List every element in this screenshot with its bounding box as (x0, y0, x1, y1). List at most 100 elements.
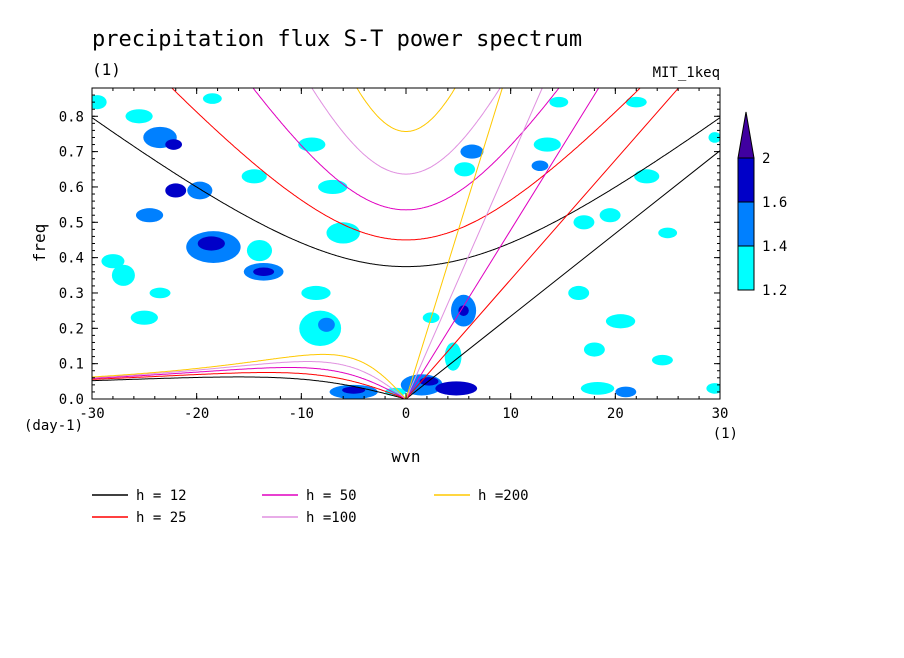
plot-frame (91, 87, 721, 400)
x-axis: -30 -20 -10 0 10 20 30 (79, 88, 728, 422)
y-axis-label: freq (30, 224, 49, 263)
y-axis: 0.0 0.1 0.2 0.3 0.4 0.5 0.6 0.7 0.8 (59, 87, 720, 408)
legend-label-h100: h =100 (306, 510, 357, 526)
contour-blob-0 (92, 95, 107, 110)
y-tick-label: 0.8 (59, 109, 84, 125)
colorbar-top-triangle (737, 111, 755, 159)
dispersion-rossby-h25 (92, 372, 407, 399)
contour-fill-layer (92, 93, 720, 399)
x-tick-label: 10 (502, 406, 519, 422)
contour-blob-38 (549, 96, 569, 108)
colorbar: 1.2 1.4 1.6 2 (737, 111, 787, 299)
contour-blob-36 (533, 137, 561, 152)
legend-label-h12: h = 12 (136, 488, 187, 504)
dispersion-kelvin-h50 (405, 88, 600, 399)
dispersion-rossby-h200 (92, 353, 407, 399)
contour-blob-33 (458, 305, 469, 316)
contour-blob-14 (111, 264, 135, 286)
contour-blob-27 (400, 374, 443, 396)
contour-blob-46 (605, 314, 636, 329)
contour-blob-49 (580, 382, 615, 395)
contour-blob-5 (187, 181, 213, 200)
dispersion-kelvin-h12 (405, 150, 720, 399)
y-tick-label: 0.2 (59, 321, 84, 337)
legend: h = 12 h = 25 h = 50 h =100 h =200 (92, 488, 529, 526)
contour-blob-30 (460, 144, 484, 159)
x-tick-label: 0 (402, 406, 410, 422)
colorbar-label: 1.4 (762, 239, 787, 255)
contour-blob-47 (583, 342, 605, 357)
y-tick-label: 0.6 (59, 180, 84, 196)
dispersion-ig-h50 (252, 88, 560, 211)
dispersion-ig-h25 (171, 88, 641, 241)
contour-blob-18 (298, 137, 326, 152)
dispersion-ig-h200 (356, 88, 456, 132)
contour-blob-39 (599, 208, 621, 223)
contour-blob-50 (615, 386, 637, 398)
contour-blob-37 (531, 160, 549, 172)
chart-units: (1) (92, 60, 121, 79)
x-tick-label: 30 (712, 406, 729, 422)
dispersion-kelvin-h200 (405, 88, 503, 399)
contour-blob-21 (301, 285, 331, 301)
y-tick-label: 0.5 (59, 215, 84, 231)
contour-blob-48 (651, 354, 673, 366)
x-tick-label: -10 (289, 406, 314, 422)
contour-blob-40 (573, 215, 595, 230)
legend-label-h200: h =200 (478, 488, 529, 504)
contour-blob-42 (625, 96, 647, 108)
legend-label-h50: h = 50 (306, 488, 357, 504)
contour-blob-45 (568, 285, 590, 301)
colorbar-label: 1.2 (762, 283, 787, 299)
y-tick-label: 0.1 (59, 357, 84, 373)
contour-blob-7 (135, 208, 164, 223)
contour-blob-23 (318, 317, 335, 332)
x-tick-label: 20 (607, 406, 624, 422)
contour-blob-3 (165, 139, 183, 150)
contour-blob-6 (165, 183, 187, 198)
colorbar-swatch-0 (737, 245, 755, 291)
contour-blob-25 (342, 386, 366, 394)
x-unit-label: (1) (713, 426, 738, 442)
dispersion-ig-h100 (311, 88, 501, 175)
x-axis-label: wvn (392, 447, 421, 466)
y-tick-label: 0.3 (59, 286, 84, 302)
contour-blob-43 (708, 132, 720, 143)
colorbar-label: 2 (762, 151, 770, 167)
dispersion-rossby-h50 (92, 367, 407, 399)
contour-blob-20 (326, 222, 360, 244)
contour-blob-13 (101, 254, 125, 269)
contour-blob-4 (202, 93, 222, 104)
dispersion-ig-h12 (92, 117, 720, 268)
contour-blob-10 (246, 239, 273, 262)
contour-blob-44 (658, 227, 678, 239)
x-tick-label: -20 (184, 406, 209, 422)
y-tick-label: 0.7 (59, 145, 84, 161)
contour-blob-17 (241, 169, 267, 184)
contour-blob-41 (634, 169, 660, 184)
dispersion-curve-layer (92, 88, 720, 399)
contour-blob-29 (435, 381, 478, 396)
contour-blob-12 (253, 267, 275, 277)
colorbar-swatch-1 (737, 201, 755, 247)
dispersion-rossby-h100 (92, 361, 407, 399)
dataset-label: MIT_1keq (653, 65, 720, 81)
contour-blob-15 (130, 310, 158, 325)
y-tick-label: 0.0 (59, 392, 84, 408)
chart-title: precipitation flux S-T power spectrum (92, 27, 582, 52)
colorbar-label: 1.6 (762, 195, 787, 211)
contour-blob-16 (149, 287, 171, 299)
dispersion-kelvin-h25 (405, 88, 680, 399)
legend-label-h25: h = 25 (136, 510, 187, 526)
contour-blob-19 (318, 179, 348, 195)
x-tick-label: -30 (79, 406, 104, 422)
dispersion-rossby-h12 (92, 376, 407, 399)
dispersion-kelvin-h100 (405, 88, 543, 399)
y-tick-label: 0.4 (59, 251, 84, 267)
colorbar-swatch-2 (737, 157, 755, 203)
contour-blob-31 (454, 162, 476, 177)
contour-blob-9 (197, 236, 225, 251)
contour-blob-1 (125, 109, 153, 124)
